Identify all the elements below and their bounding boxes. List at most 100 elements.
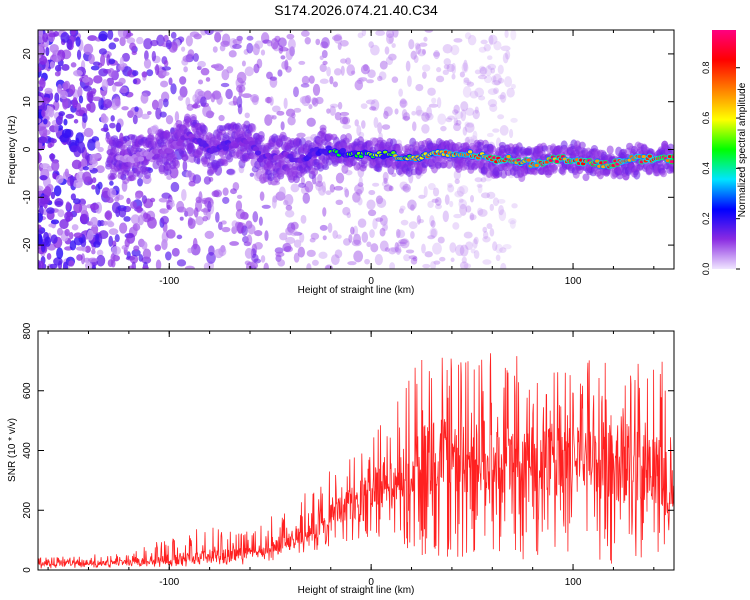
spectrogram-noise-cell <box>237 103 243 115</box>
spectrogram-halo-cell <box>173 159 181 169</box>
spectrogram-noise-cell <box>451 73 456 80</box>
spectrogram-noise-cell <box>228 50 237 58</box>
spectrogram-noise-cell <box>110 115 115 122</box>
spectrogram-y-tick-label: -10 <box>22 190 33 205</box>
spectrogram-noise-cell <box>106 220 113 226</box>
spectrogram-noise-cell <box>220 220 227 225</box>
spectrogram-noise-cell <box>269 96 274 106</box>
spectrogram-noise-cell <box>49 43 59 53</box>
spectrogram-noise-cell <box>445 117 453 123</box>
spectrogram-noise-cell <box>464 136 475 144</box>
spectrogram-peak-cell <box>647 154 652 158</box>
spectrogram-noise-cell <box>159 208 166 214</box>
spectrogram-noise-cell <box>232 43 242 50</box>
spectrogram-noise-cell <box>252 43 260 56</box>
spectrogram-noise-cell <box>434 196 442 206</box>
spectrogram-noise-cell <box>69 174 74 187</box>
spectrogram-halo-cell <box>222 132 230 139</box>
spectrogram-noise-cell <box>342 116 351 125</box>
spectrogram-noise-cell <box>65 113 75 119</box>
spectrogram-noise-cell <box>146 110 152 116</box>
spectrogram-noise-cell <box>443 58 451 66</box>
spectrogram-noise-cell <box>287 38 296 50</box>
spectrogram-noise-cell <box>73 236 84 246</box>
spectrogram-noise-cell <box>383 106 393 117</box>
spectrogram-noise-cell <box>61 63 70 71</box>
spectrogram-noise-cell <box>70 30 77 36</box>
spectrogram-noise-cell <box>130 214 141 225</box>
spectrogram-noise-cell <box>218 221 223 231</box>
spectrogram-noise-cell <box>155 64 160 76</box>
spectrogram-noise-cell <box>392 30 399 38</box>
snr-x-tick-label: 100 <box>565 577 582 588</box>
spectrogram-y-tick-label: 10 <box>22 96 33 108</box>
spectrogram-noise-cell <box>336 234 342 239</box>
spectrogram-noise-cell <box>449 200 454 208</box>
spectrogram-noise-cell <box>106 77 115 87</box>
spectrogram-noise-cell <box>151 50 157 62</box>
spectrogram-noise-cell <box>463 231 473 239</box>
spectrogram-noise-cell <box>510 83 516 90</box>
spectrogram-noise-cell <box>508 218 517 225</box>
spectrogram-noise-cell <box>38 233 43 246</box>
spectrogram-noise-cell <box>83 85 92 92</box>
spectrogram-noise-cell <box>435 75 445 83</box>
spectrogram-noise-cell <box>132 78 138 85</box>
spectrogram-x-tick-label: -100 <box>159 276 179 287</box>
spectrogram-noise-cell <box>306 263 312 269</box>
snr-series-line <box>38 353 674 569</box>
spectrogram-noise-cell <box>62 82 69 90</box>
spectrogram-noise-cell <box>96 165 105 174</box>
spectrogram-noise-cell <box>414 42 421 50</box>
spectrogram-noise-cell <box>64 168 69 178</box>
spectrogram-noise-cell <box>235 200 243 212</box>
spectrogram-noise-cell <box>149 125 159 135</box>
spectrogram-noise-cell <box>350 226 355 235</box>
spectrogram-noise-cell <box>57 83 63 94</box>
snr-plot-area <box>38 331 674 570</box>
spectrogram-noise-cell <box>318 251 328 259</box>
spectrogram-noise-cell <box>250 93 260 103</box>
spectrogram-noise-cell <box>68 260 75 267</box>
spectrogram-noise-cell <box>473 236 479 245</box>
spectrogram-noise-cell <box>432 51 441 57</box>
spectrogram-noise-cell <box>49 263 58 269</box>
spectrogram-noise-cell <box>98 230 109 240</box>
spectrogram-noise-cell <box>114 234 120 243</box>
spectrogram-noise-cell <box>83 127 94 138</box>
spectrogram-noise-cell <box>451 62 457 75</box>
snr-y-tick-label: 800 <box>22 322 33 339</box>
spectrogram-noise-cell <box>241 93 252 99</box>
spectrogram-noise-cell <box>493 87 500 94</box>
spectrogram-noise-cell <box>166 204 171 210</box>
spectrogram-noise-cell <box>221 226 231 233</box>
spectrogram-noise-cell <box>206 111 215 116</box>
spectrogram-noise-cell <box>197 60 206 68</box>
snr-y-tick-label: 600 <box>22 382 33 399</box>
spectrogram-noise-cell <box>428 183 436 191</box>
spectrogram-noise-cell <box>181 188 187 201</box>
spectrogram-noise-cell <box>129 254 139 264</box>
spectrogram-noise-cell <box>322 207 327 217</box>
spectrogram-noise-cell <box>399 238 410 249</box>
spectrogram-noise-cell <box>277 69 283 77</box>
spectrogram-noise-cell <box>391 76 399 83</box>
spectrogram-noise-cell <box>415 83 424 92</box>
spectrogram-noise-cell <box>473 250 480 259</box>
spectrogram-noise-cell <box>304 37 311 45</box>
spectrogram-noise-cell <box>489 228 495 237</box>
spectrogram-noise-cell <box>407 199 417 211</box>
spectrogram-noise-cell <box>280 121 285 131</box>
spectrogram-halo-cell <box>660 169 668 178</box>
snr-y-tick-label: 0 <box>22 567 33 573</box>
spectrogram-noise-cell <box>244 112 250 119</box>
spectrogram-noise-cell <box>361 30 367 37</box>
spectrogram-noise-cell <box>399 100 408 108</box>
spectrogram-noise-cell <box>131 51 137 56</box>
spectrogram-noise-cell <box>96 249 104 256</box>
spectrogram-noise-cell <box>64 228 70 237</box>
spectrogram-noise-cell <box>477 207 484 216</box>
spectrogram-noise-cell <box>155 107 162 120</box>
spectrogram-noise-cell <box>276 110 285 116</box>
spectrogram-noise-cell <box>119 56 124 68</box>
